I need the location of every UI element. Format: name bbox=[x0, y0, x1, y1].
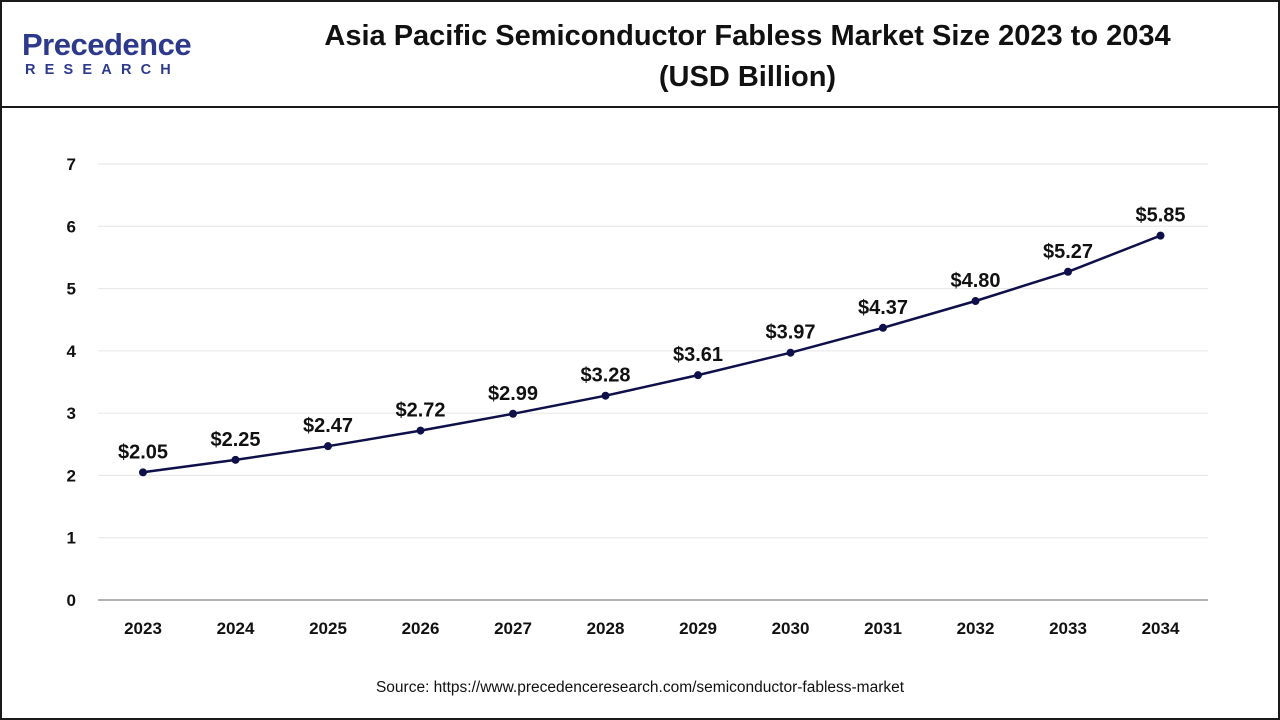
y-tick-label: 1 bbox=[67, 529, 76, 548]
x-tick-label: 2034 bbox=[1142, 619, 1180, 638]
chart-title-line1: Asia Pacific Semiconductor Fabless Marke… bbox=[324, 20, 1171, 52]
x-tick-label: 2027 bbox=[494, 619, 532, 638]
data-label: $4.80 bbox=[950, 270, 1000, 292]
data-point bbox=[139, 468, 147, 477]
x-tick-label: 2028 bbox=[587, 619, 625, 638]
x-tick-label: 2030 bbox=[772, 619, 810, 638]
y-tick-label: 5 bbox=[67, 280, 76, 299]
data-label: $3.61 bbox=[673, 344, 723, 366]
data-label: $3.28 bbox=[580, 365, 630, 387]
data-label: $2.25 bbox=[210, 429, 260, 451]
data-label: $3.97 bbox=[765, 322, 815, 344]
data-point bbox=[231, 455, 240, 464]
data-point bbox=[324, 442, 332, 451]
data-label: $2.05 bbox=[118, 441, 168, 463]
x-tick-label: 2023 bbox=[124, 619, 162, 638]
data-label: $4.37 bbox=[858, 297, 908, 319]
data-point bbox=[971, 297, 980, 306]
x-tick-label: 2029 bbox=[679, 619, 717, 638]
y-tick-label: 6 bbox=[67, 217, 76, 236]
x-axis-ticks: 2023 2024 2025 2026 2027 2028 2029 2030 2031 2032… bbox=[124, 619, 1180, 638]
data-point bbox=[509, 409, 517, 418]
header: Precedence RESEARCH Asia Pacific Semicon… bbox=[0, 0, 1280, 108]
data-point bbox=[1064, 267, 1072, 276]
x-tick-label: 2032 bbox=[957, 619, 995, 638]
source-note: Source: https://www.precedenceresearch.c… bbox=[375, 679, 905, 696]
data-points bbox=[139, 231, 1165, 477]
data-point bbox=[694, 371, 702, 380]
data-label: $2.72 bbox=[395, 400, 445, 422]
x-tick-label: 2026 bbox=[402, 619, 440, 638]
x-tick-label: 2031 bbox=[864, 619, 902, 638]
data-point bbox=[416, 426, 425, 435]
gridlines bbox=[98, 163, 1208, 539]
logo-wordmark: Precedence bbox=[22, 27, 192, 62]
logo-subtitle: RESEARCH bbox=[25, 62, 180, 78]
data-label: $5.27 bbox=[1043, 241, 1093, 263]
chart-title-line2: (USD Billion) bbox=[658, 61, 837, 93]
data-point bbox=[879, 323, 887, 332]
data-point bbox=[601, 391, 610, 400]
y-tick-label: 3 bbox=[67, 404, 76, 423]
x-tick-label: 2025 bbox=[309, 619, 347, 638]
x-tick-label: 2024 bbox=[217, 619, 255, 638]
data-label: $2.99 bbox=[488, 383, 538, 405]
data-point bbox=[786, 348, 795, 357]
y-tick-label: 2 bbox=[67, 466, 76, 485]
line-chart: 0 1 2 3 4 5 6 7 2023 2024 2025 2026 2027 2028 2029 203… bbox=[67, 155, 1208, 638]
data-labels: $2.05 $2.25 $2.47 $2.72 $2.99 $3.28 $3.61 $3.97… bbox=[118, 205, 1186, 464]
chart-title: Asia Pacific Semiconductor Fabless Marke… bbox=[270, 16, 1225, 98]
series-line bbox=[142, 234, 1161, 474]
y-tick-label: 7 bbox=[67, 155, 76, 174]
y-axis-ticks: 0 1 2 3 4 5 6 7 bbox=[67, 155, 77, 610]
y-tick-label: 0 bbox=[67, 591, 76, 610]
data-label: $5.85 bbox=[1135, 205, 1185, 227]
data-label: $2.47 bbox=[303, 415, 353, 437]
brand-logo: Precedence RESEARCH bbox=[22, 28, 222, 84]
x-tick-label: 2033 bbox=[1049, 619, 1087, 638]
y-tick-label: 4 bbox=[67, 342, 77, 361]
data-point bbox=[1156, 231, 1165, 240]
